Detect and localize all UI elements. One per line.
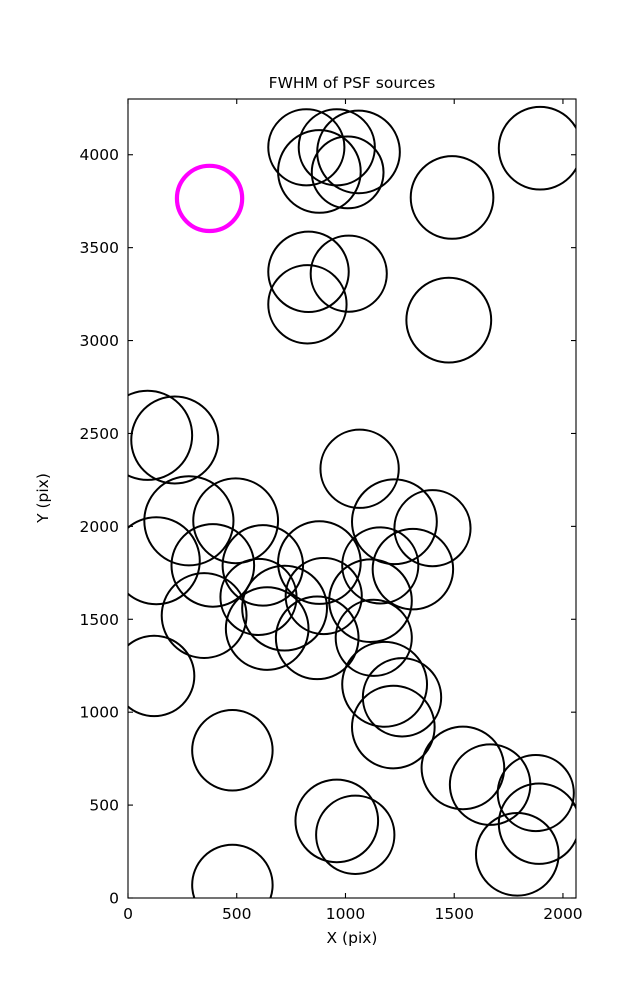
x-axis-ticks: 0 500 1000 1500 2000: [123, 99, 583, 923]
psf-source-circle: [497, 105, 576, 191]
psf-source-circle: [409, 155, 495, 240]
psf-source-circle: [297, 108, 376, 187]
y-axis-ticks: 0 500 1000 1500 2000 2500 3000 3500 4000: [80, 146, 576, 908]
psf-source-circle: [170, 523, 256, 608]
x-tick-label: 0: [123, 905, 133, 923]
psf-source-circle: [191, 709, 274, 792]
psf-source-circle: [361, 657, 443, 738]
y-tick-label: 0: [109, 890, 119, 908]
psf-source-circle: [191, 843, 274, 898]
psf-source-circle: [219, 557, 298, 637]
psf-source-circle: [319, 428, 400, 509]
psf-source-circle: [341, 640, 429, 728]
psf-source-circle: [128, 516, 201, 606]
y-axis-label: Y (pix): [34, 473, 52, 524]
psf-source-circle: [277, 520, 362, 605]
psf-source-circle: [310, 135, 385, 210]
y-tick-label: 2000: [80, 518, 119, 536]
psf-source-circle: [351, 478, 438, 566]
y-tick-label: 2500: [80, 425, 119, 443]
psf-source-circle: [496, 753, 575, 833]
psf-source-circle: [351, 684, 436, 770]
x-tick-label: 500: [222, 905, 252, 923]
psf-source-circle: [393, 489, 472, 568]
psf-source-circle: [130, 395, 220, 485]
y-tick-label: 4000: [80, 146, 119, 164]
psf-source-circle: [371, 527, 455, 611]
psf-source-circle: [192, 477, 280, 565]
y-tick-label: 1500: [80, 611, 119, 629]
psf-source-circle: [420, 725, 506, 811]
psf-source-circle: [221, 524, 305, 607]
x-tick-label: 2000: [543, 905, 582, 923]
x-axis-label: X (pix): [327, 929, 378, 947]
psf-source-circle: [294, 778, 380, 864]
psf-source-circle: [160, 572, 248, 659]
psf-source-circle: [267, 230, 350, 314]
chart-title: FWHM of PSF sources: [269, 74, 436, 92]
psf-source-circle: [334, 598, 413, 677]
axes-frame: [127, 98, 577, 899]
psf-source-circle: [277, 129, 362, 214]
psf-source-circle: [328, 558, 413, 644]
x-tick-label: 1000: [326, 905, 365, 923]
psf-source-circle: [267, 108, 346, 187]
y-tick-label: 3500: [80, 239, 119, 257]
psf-source-circle: [341, 526, 420, 605]
psf-source-circle: [128, 389, 194, 481]
psf-source-circle: [267, 264, 348, 345]
reference-fwhm-circle: [174, 163, 245, 234]
psf-source-circle: [284, 556, 363, 636]
psf-source-circle: [309, 234, 388, 313]
y-tick-label: 500: [89, 797, 119, 815]
psf-source-circle: [128, 634, 196, 718]
psf-source-circle: [497, 782, 576, 865]
psf-source-circle: [405, 276, 493, 364]
y-tick-label: 1000: [80, 704, 119, 722]
psf-source-circle: [143, 475, 235, 567]
psf-source-circle: [315, 794, 396, 875]
psf-circle-layer: [128, 105, 576, 898]
psf-source-circle: [224, 586, 310, 671]
x-tick-label: 1500: [434, 905, 473, 923]
psf-source-circle: [474, 812, 560, 897]
plot-area-background: [128, 99, 576, 898]
y-tick-label: 3000: [80, 332, 119, 350]
psf-source-circle: [241, 564, 328, 652]
psf-source-circle: [274, 595, 360, 681]
